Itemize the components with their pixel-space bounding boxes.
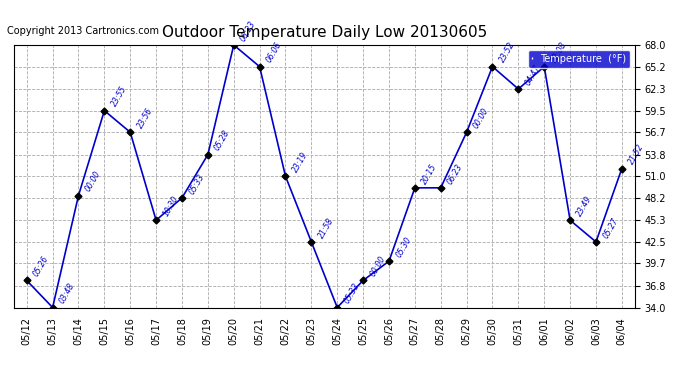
Text: 05:28: 05:28 — [213, 129, 232, 152]
Text: 00:00: 00:00 — [368, 255, 387, 278]
Text: 05:30: 05:30 — [394, 235, 413, 259]
Text: 04:47: 04:47 — [524, 63, 542, 87]
Text: 05:33: 05:33 — [342, 282, 362, 305]
Text: 23:19: 23:19 — [290, 150, 310, 174]
Text: 05:27: 05:27 — [601, 216, 620, 240]
Text: 23:55: 23:55 — [110, 85, 128, 108]
Text: 20:15: 20:15 — [420, 162, 439, 186]
Text: 22:08: 22:08 — [549, 40, 569, 64]
Text: 23:56: 23:56 — [135, 106, 155, 130]
Text: 06:23: 06:23 — [239, 19, 258, 43]
Text: Copyright 2013 Cartronics.com: Copyright 2013 Cartronics.com — [7, 26, 159, 36]
Text: 23:52: 23:52 — [497, 40, 517, 64]
Text: 05:33: 05:33 — [187, 172, 206, 195]
Legend: Temperature  (°F): Temperature (°F) — [529, 50, 630, 68]
Title: Outdoor Temperature Daily Low 20130605: Outdoor Temperature Daily Low 20130605 — [161, 25, 487, 40]
Text: 00:00: 00:00 — [83, 170, 103, 193]
Text: 06:23: 06:23 — [446, 162, 465, 186]
Text: 21:58: 21:58 — [317, 216, 335, 240]
Text: 23:49: 23:49 — [575, 194, 594, 218]
Text: 06:06: 06:06 — [265, 40, 284, 64]
Text: 21:52: 21:52 — [627, 142, 646, 166]
Text: 05:26: 05:26 — [32, 255, 51, 278]
Text: 03:48: 03:48 — [58, 282, 77, 305]
Text: 10:30: 10:30 — [161, 194, 180, 218]
Text: 00:00: 00:00 — [472, 106, 491, 130]
